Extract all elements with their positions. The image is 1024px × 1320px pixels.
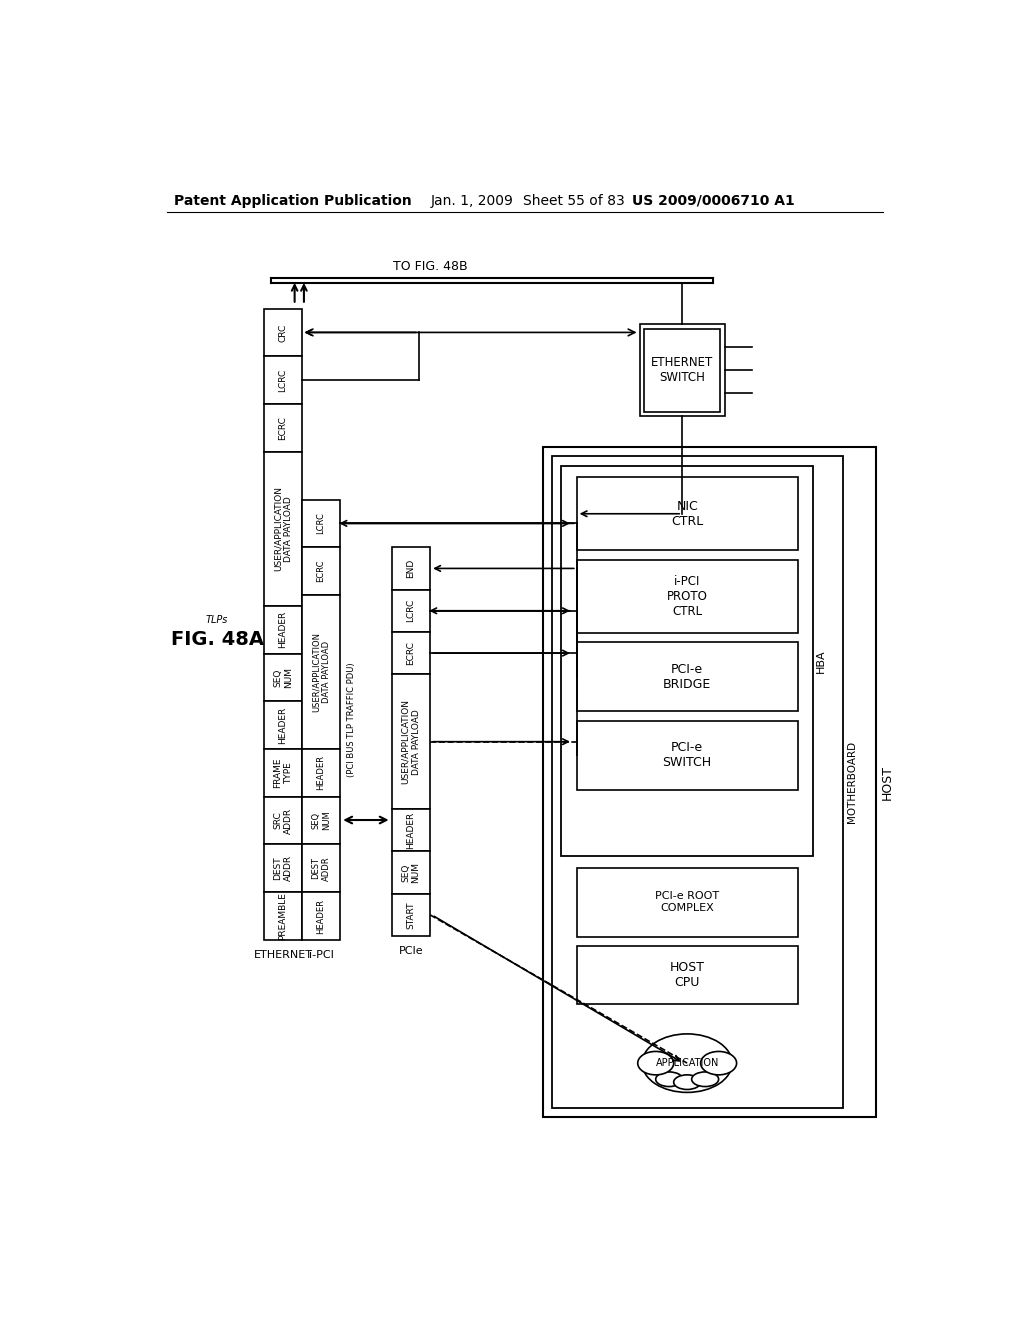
- Bar: [577, 560, 798, 632]
- Bar: [577, 946, 798, 1003]
- Text: ETHERNET
SWITCH: ETHERNET SWITCH: [651, 356, 714, 384]
- Bar: [577, 721, 798, 789]
- Bar: [264, 701, 302, 748]
- Bar: [543, 447, 876, 1117]
- Bar: [264, 309, 302, 356]
- Ellipse shape: [700, 1052, 736, 1074]
- Text: PCI-e
SWITCH: PCI-e SWITCH: [663, 741, 712, 770]
- Text: LCRC: LCRC: [316, 512, 326, 535]
- Bar: [264, 451, 302, 606]
- Bar: [264, 404, 302, 451]
- Bar: [264, 892, 302, 940]
- Text: CRC: CRC: [279, 323, 288, 342]
- Ellipse shape: [642, 1034, 732, 1093]
- Ellipse shape: [655, 1072, 683, 1086]
- Bar: [391, 894, 430, 936]
- Text: SEQ
NUM: SEQ NUM: [311, 810, 331, 830]
- Text: FRAME
TYPE: FRAME TYPE: [273, 758, 293, 788]
- Bar: [391, 851, 430, 894]
- Text: HEADER: HEADER: [316, 755, 326, 791]
- Bar: [552, 457, 843, 1107]
- Text: START: START: [407, 902, 416, 929]
- Text: DEST
ADDR: DEST ADDR: [311, 857, 331, 880]
- Bar: [302, 499, 340, 548]
- Ellipse shape: [638, 1052, 674, 1074]
- Text: US 2009/0006710 A1: US 2009/0006710 A1: [632, 194, 795, 207]
- Bar: [391, 675, 430, 809]
- Text: FIG. 48A: FIG. 48A: [171, 630, 263, 649]
- Text: USER/APPLICATION
DATA PAYLOAD: USER/APPLICATION DATA PAYLOAD: [311, 632, 331, 711]
- Bar: [391, 632, 430, 675]
- Ellipse shape: [691, 1072, 719, 1086]
- Text: Patent Application Publication: Patent Application Publication: [174, 194, 413, 207]
- Text: PREAMBLE: PREAMBLE: [279, 892, 288, 940]
- Text: MOTHERBOARD: MOTHERBOARD: [847, 741, 857, 824]
- Bar: [264, 356, 302, 404]
- Text: SRC
ADDR: SRC ADDR: [273, 808, 293, 834]
- Bar: [302, 748, 340, 797]
- Bar: [302, 845, 340, 892]
- Bar: [264, 845, 302, 892]
- Text: SEQ
NUM: SEQ NUM: [401, 862, 421, 883]
- Text: HBA: HBA: [816, 649, 825, 673]
- Text: APPLICATION: APPLICATION: [655, 1059, 719, 1068]
- Bar: [302, 797, 340, 845]
- Text: TO FIG. 48B: TO FIG. 48B: [393, 260, 468, 273]
- Text: HEADER: HEADER: [407, 812, 416, 849]
- Text: HOST
CPU: HOST CPU: [670, 961, 705, 989]
- Text: NIC
CTRL: NIC CTRL: [671, 500, 703, 528]
- Text: LCRC: LCRC: [279, 368, 288, 392]
- Bar: [264, 606, 302, 653]
- Text: PCI-e
BRIDGE: PCI-e BRIDGE: [663, 663, 712, 690]
- Bar: [391, 590, 430, 632]
- Text: ECRC: ECRC: [316, 560, 326, 582]
- Bar: [561, 466, 813, 857]
- Text: USER/APPLICATION
DATA PAYLOAD: USER/APPLICATION DATA PAYLOAD: [401, 700, 421, 784]
- Text: USER/APPLICATION
DATA PAYLOAD: USER/APPLICATION DATA PAYLOAD: [273, 486, 293, 572]
- Text: LCRC: LCRC: [407, 599, 416, 623]
- Text: PCI-e ROOT
COMPLEX: PCI-e ROOT COMPLEX: [655, 891, 719, 913]
- Bar: [302, 548, 340, 595]
- Text: ECRC: ECRC: [407, 642, 416, 665]
- Bar: [577, 867, 798, 937]
- Text: HEADER: HEADER: [279, 611, 288, 648]
- Bar: [391, 548, 430, 590]
- Bar: [577, 642, 798, 711]
- Bar: [264, 797, 302, 845]
- Text: HEADER: HEADER: [279, 706, 288, 743]
- Text: DEST
ADDR: DEST ADDR: [273, 855, 293, 882]
- Bar: [302, 595, 340, 748]
- Bar: [640, 323, 725, 416]
- Text: HEADER: HEADER: [316, 899, 326, 933]
- Bar: [577, 478, 798, 550]
- Text: SEQ
NUM: SEQ NUM: [273, 667, 293, 688]
- Ellipse shape: [674, 1074, 700, 1089]
- Text: ETHERNET: ETHERNET: [254, 950, 312, 961]
- Bar: [644, 329, 720, 412]
- Bar: [264, 653, 302, 701]
- Text: i-PCI: i-PCI: [308, 950, 334, 961]
- Text: ECRC: ECRC: [279, 416, 288, 440]
- Text: (PCI BUS TLP TRAFFIC PDU): (PCI BUS TLP TRAFFIC PDU): [347, 663, 356, 777]
- Bar: [391, 809, 430, 851]
- Text: HOST: HOST: [881, 764, 894, 800]
- Text: END: END: [407, 558, 416, 578]
- Text: i-PCI
PROTO
CTRL: i-PCI PROTO CTRL: [667, 574, 708, 618]
- Text: PCIe: PCIe: [398, 946, 423, 957]
- Bar: [264, 748, 302, 797]
- Text: Sheet 55 of 83: Sheet 55 of 83: [523, 194, 625, 207]
- Text: Jan. 1, 2009: Jan. 1, 2009: [430, 194, 513, 207]
- Text: TLPs: TLPs: [206, 615, 228, 626]
- Bar: [302, 892, 340, 940]
